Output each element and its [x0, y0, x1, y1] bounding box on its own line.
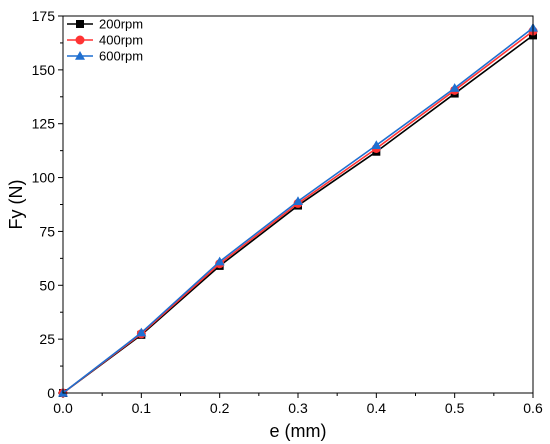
legend-item: 400rpm	[67, 33, 143, 48]
series-line	[62, 27, 534, 394]
legend-label: 600rpm	[99, 49, 143, 64]
y-tick-label: 75	[39, 223, 55, 239]
data-point-triangle	[75, 51, 85, 60]
data-point-triangle	[136, 327, 147, 337]
legend-label: 400rpm	[99, 33, 143, 48]
x-tick-label: 0.0	[53, 400, 73, 416]
axis-ticks: 0.0 0.1 0.2 0.3 0.4 0.5 0.6 0 25 50 75 100 125 150 175	[32, 8, 543, 416]
series-layer	[58, 22, 538, 398]
data-point-triangle	[293, 196, 303, 206]
x-tick-label: 0.4	[367, 400, 387, 416]
y-tick-label: 150	[32, 62, 56, 78]
data-point-triangle	[214, 256, 225, 266]
data-point-square	[76, 20, 84, 28]
legend-item: 600rpm	[67, 49, 143, 64]
x-tick-label: 0.3	[288, 400, 308, 416]
x-tick-label: 0.5	[445, 400, 465, 416]
y-tick-label: 50	[39, 277, 55, 293]
plot-frame	[62, 15, 534, 394]
y-tick-label: 125	[32, 116, 56, 132]
y-axis-title: Fy (N)	[6, 180, 26, 230]
x-tick-label: 0.6	[523, 400, 543, 416]
x-tick-label: 0.2	[210, 400, 230, 416]
data-point-circle	[75, 35, 85, 45]
y-tick-label: 100	[32, 170, 56, 186]
y-tick-label: 0	[47, 385, 55, 401]
data-point-triangle	[449, 83, 460, 92]
legend-item: 200rpm	[67, 17, 143, 32]
x-axis-title: e (mm)	[270, 421, 327, 441]
x-tick-label: 0.1	[132, 400, 152, 416]
data-point-triangle	[371, 140, 382, 150]
y-tick-label: 25	[39, 331, 55, 347]
legend-label: 200rpm	[99, 17, 143, 32]
y-tick-label: 175	[32, 8, 56, 24]
series-600rpm	[58, 22, 538, 397]
